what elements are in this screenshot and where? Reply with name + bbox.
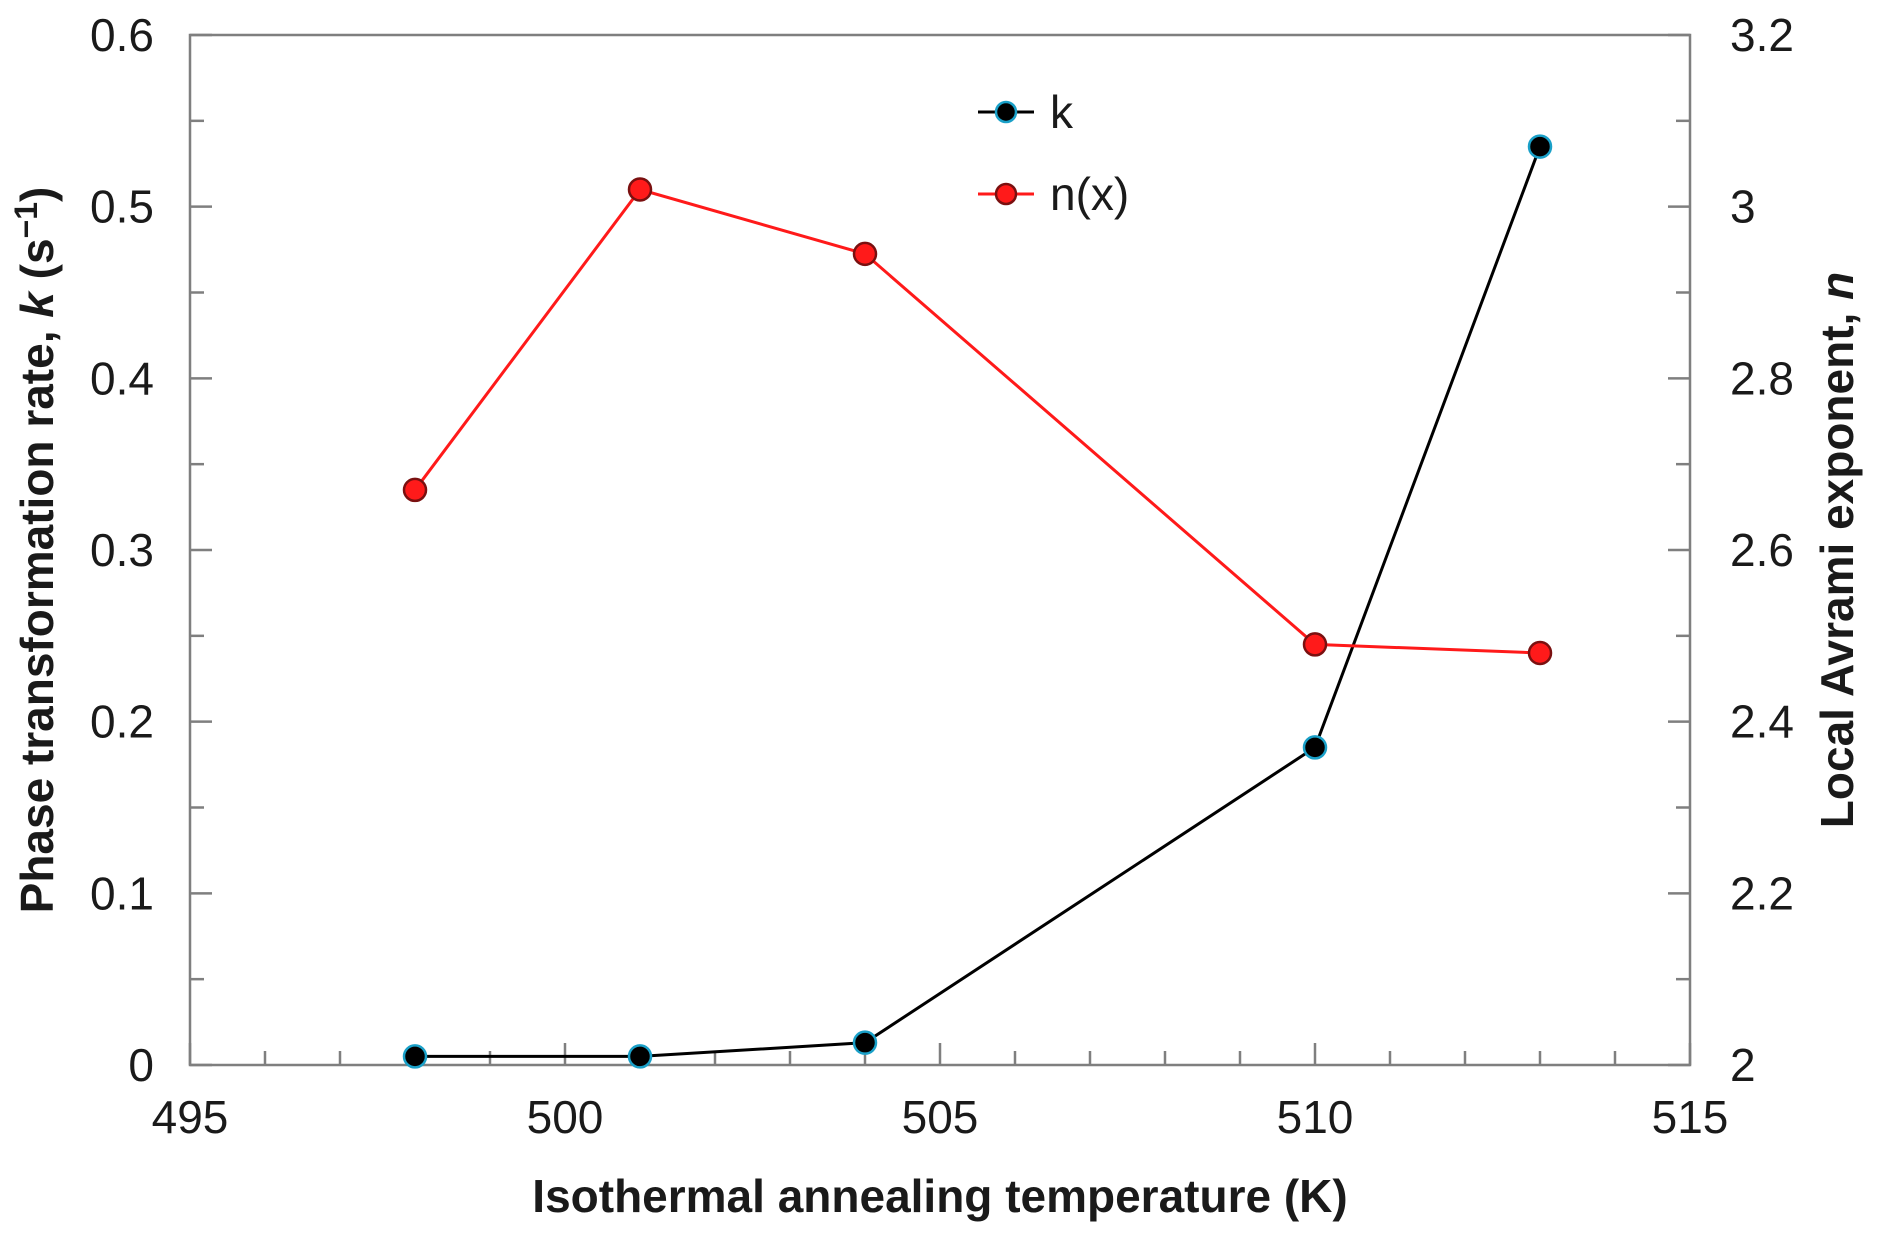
data-point-n [1302,632,1328,657]
y-right-tick-label: 2.6 [1730,524,1794,576]
tick-marks [188,33,1692,1067]
y-right-tick-label: 3.2 [1730,9,1794,61]
data-point-k [1302,735,1328,760]
y-left-tick-labels: 0 0.1 0.2 0.3 0.4 0.5 0.6 [90,9,154,1091]
legend-marker-k [994,100,1018,124]
data-point-k [852,1030,878,1055]
y-right-tick-label: 2.2 [1730,867,1794,919]
y-left-title-unit: (s [11,238,63,292]
x-tick-label: 500 [527,1091,604,1143]
data-point-n [1527,640,1553,666]
y-left-axis-title: Phase transformation rate, k (s−1) [8,187,63,914]
y-right-tick-label: 3 [1730,181,1756,233]
x-tick-labels: 495 500 505 510 515 [152,1091,1729,1143]
y-left-title-sup: −1 [8,202,44,238]
x-axis-title: Isothermal annealing temperature (K) [532,1170,1347,1222]
data-point-n [402,477,428,503]
y-right-tick-labels: 2 2.2 2.4 2.6 2.8 3 3.2 [1730,9,1794,1091]
data-point-k [1527,134,1553,159]
data-point-k [627,1044,653,1069]
y-left-tick-label: 0 [128,1039,154,1091]
legend-item-k: k [978,86,1074,138]
x-tick-label: 515 [1652,1091,1729,1143]
data-point-n [852,241,878,267]
y-right-tick-label: 2.4 [1730,696,1794,748]
y-left-tick-label: 0.3 [90,524,154,576]
legend-label-n: n(x) [1050,168,1129,220]
y-left-tick-label: 0.1 [90,867,154,919]
plot-frame [188,33,1692,1067]
y-left-tick-label: 0.4 [90,352,154,404]
series-group [402,134,1553,1069]
series-line-k [415,146,1542,1058]
legend-marker-n [994,182,1018,206]
data-point-k [402,1044,428,1069]
y-left-tick-label: 0.5 [90,181,154,233]
x-tick-label: 510 [1277,1091,1354,1143]
y-right-tick-label: 2 [1730,1039,1756,1091]
legend: k n(x) [978,86,1129,220]
series-line-n [413,187,1541,655]
y-right-title-symbol: n [1811,272,1863,300]
x-tick-label: 505 [902,1091,979,1143]
y-left-title-symbol: k [11,290,63,318]
x-tick-label: 495 [152,1091,229,1143]
data-point-n [627,177,653,202]
y-right-title-prefix: Local Avrami exponent, [1811,300,1863,828]
legend-item-n: n(x) [978,168,1129,220]
y-right-tick-label: 2.8 [1730,352,1794,404]
y-left-title-prefix: Phase transformation rate, [11,318,63,914]
y-left-tick-label: 0.6 [90,9,154,61]
legend-label-k: k [1050,86,1074,138]
y-left-tick-label: 0.2 [90,696,154,748]
y-right-axis-title: Local Avrami exponent, n [1811,272,1863,828]
y-left-title-close: ) [11,187,63,202]
